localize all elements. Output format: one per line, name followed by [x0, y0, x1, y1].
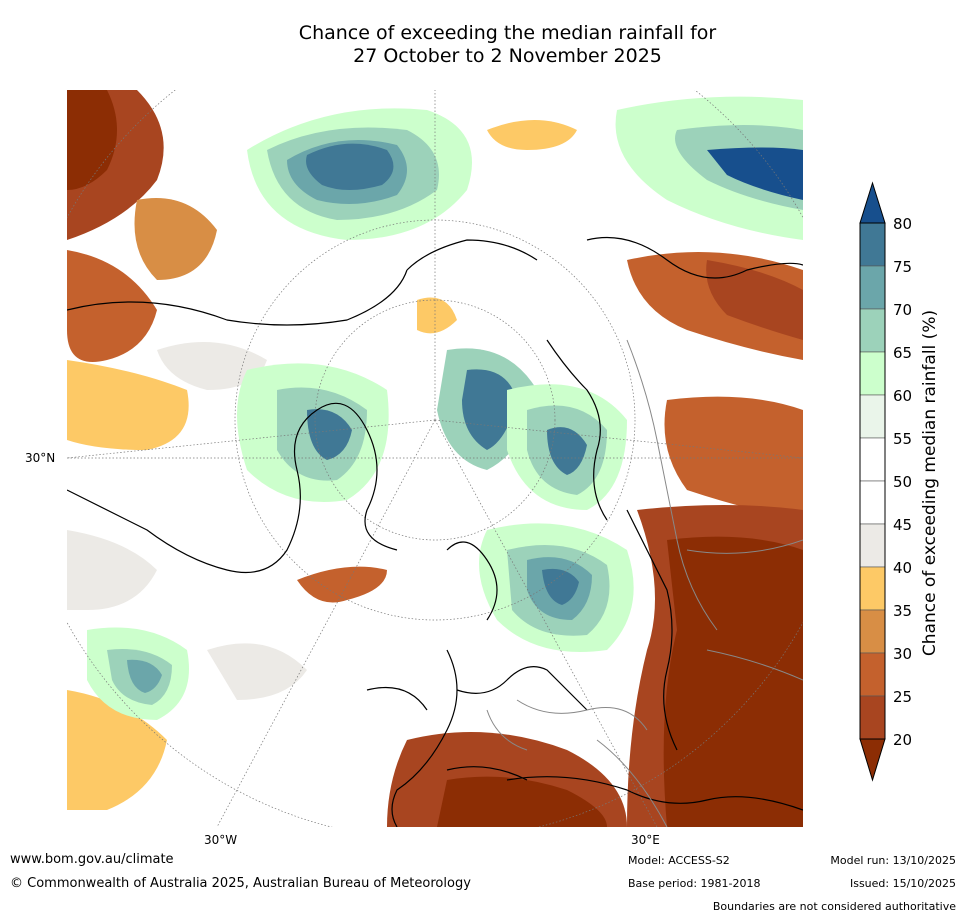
colorbar-tick-25: 25 — [893, 688, 913, 706]
segment-70-75 — [859, 265, 886, 310]
segment-65-70 — [859, 308, 886, 353]
segment-45-50 — [859, 480, 886, 525]
footer-copyright: © Commonwealth of Australia 2025, Austra… — [10, 876, 471, 891]
footer-base-period: Base period: 1981-2018 — [628, 877, 761, 890]
segment-50-55 — [859, 437, 886, 482]
colorbar-tick-80: 80 — [893, 215, 913, 233]
footer-issued: Issued: 15/10/2025 — [849, 877, 956, 890]
colorbar-triangle-bottom — [859, 738, 886, 782]
colorbar-triangle-top — [859, 181, 886, 224]
colorbar-tick-20: 20 — [893, 731, 913, 749]
country-borders — [486, 339, 803, 827]
segment-55-60 — [859, 394, 886, 439]
footer-model: Model: ACCESS-S2 — [628, 854, 730, 867]
colorbar-tick-75: 75 — [893, 258, 913, 276]
colorbar-tick-70: 70 — [893, 301, 913, 319]
segment-25-30 — [859, 652, 886, 697]
colorbar-segments — [859, 222, 886, 740]
neutral-regions — [67, 342, 307, 700]
map-canvas — [67, 90, 803, 827]
footer-website: www.bom.gov.au/climate — [10, 852, 174, 867]
colorbar-tick-50: 50 — [893, 473, 913, 491]
segment-40-45 — [859, 523, 886, 568]
colorbar-tick-40: 40 — [893, 559, 913, 577]
chart-title: Chance of exceeding the median rainfall … — [0, 22, 965, 68]
segment-75-80 — [859, 222, 886, 267]
colorbar-tick-30: 30 — [893, 645, 913, 663]
graticule — [67, 90, 803, 827]
footer-disclaimer: Boundaries are not considered authoritat… — [712, 900, 956, 913]
lat-label-30n: 30°N — [25, 451, 56, 465]
colorbar-tick-45: 45 — [893, 516, 913, 534]
segment-60-65 — [859, 351, 886, 396]
footer-model-run: Model run: 13/10/2025 — [830, 854, 956, 867]
colorbar-tick-65: 65 — [893, 344, 913, 362]
lon-label-30e: 30°E — [631, 833, 660, 847]
segment-30-35 — [859, 609, 886, 654]
segment-20-25 — [859, 695, 886, 740]
colorbar-label: Chance of exceeding median rainfall (%) — [920, 309, 940, 657]
title-line-2: 27 October to 2 November 2025 — [353, 45, 662, 67]
segment-35-40 — [859, 566, 886, 611]
colorbar — [859, 181, 886, 782]
forecast-map — [67, 90, 803, 827]
title-line-1: Chance of exceeding the median rainfall … — [298, 22, 717, 44]
colorbar-tick-60: 60 — [893, 387, 913, 405]
coastlines — [67, 236, 803, 827]
lon-label-30w: 30°W — [204, 833, 238, 847]
dry-regions — [67, 90, 803, 827]
colorbar-tick-55: 55 — [893, 430, 913, 448]
colorbar-tick-35: 35 — [893, 602, 913, 620]
